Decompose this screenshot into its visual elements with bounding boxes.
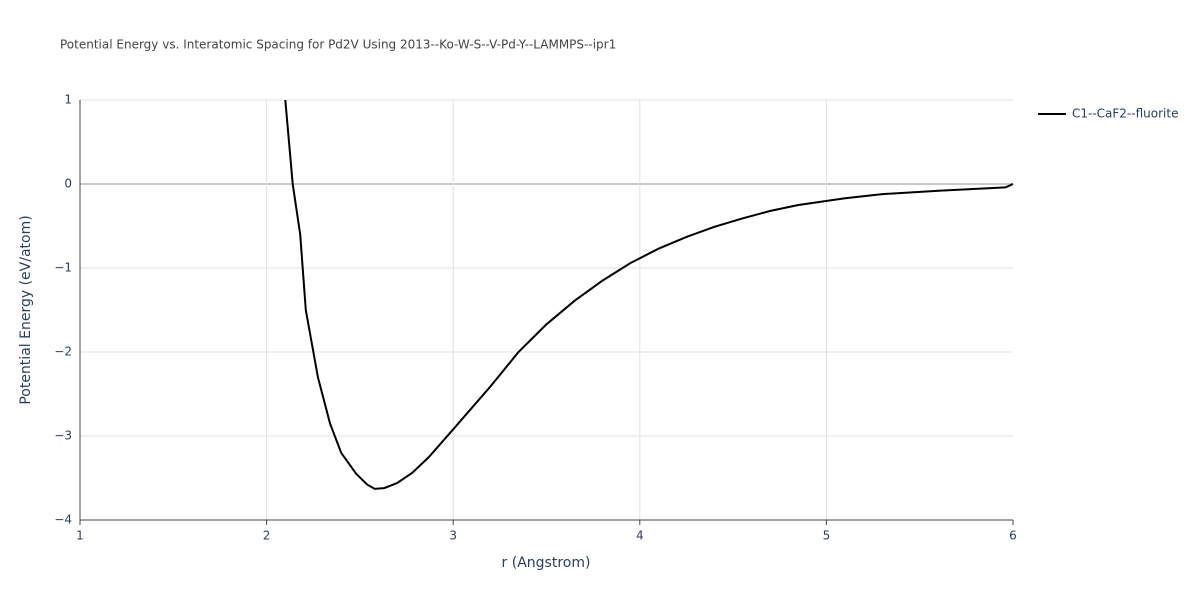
- chart-title: Potential Energy vs. Interatomic Spacing…: [60, 38, 616, 52]
- y-tick-label: −3: [54, 429, 72, 443]
- x-tick-label: 2: [263, 529, 271, 543]
- x-tick-label: 5: [823, 529, 831, 543]
- y-axis-title: Potential Energy (eV/atom): [18, 215, 34, 404]
- y-tick-label: 1: [64, 93, 72, 107]
- x-tick-label: 3: [449, 529, 457, 543]
- x-tick-label: 6: [1009, 529, 1017, 543]
- y-tick-label: −1: [54, 261, 72, 275]
- x-axis-title: r (Angstrom): [502, 555, 591, 571]
- legend-label: C1--CaF2--fluorite: [1072, 107, 1178, 121]
- x-tick-label: 4: [636, 529, 644, 543]
- y-tick-label: −2: [54, 345, 72, 359]
- line: [284, 99, 1014, 490]
- y-tick-label: −4: [54, 513, 72, 527]
- x-tick-label: 1: [76, 529, 84, 543]
- y-tick-label: 0: [64, 177, 72, 191]
